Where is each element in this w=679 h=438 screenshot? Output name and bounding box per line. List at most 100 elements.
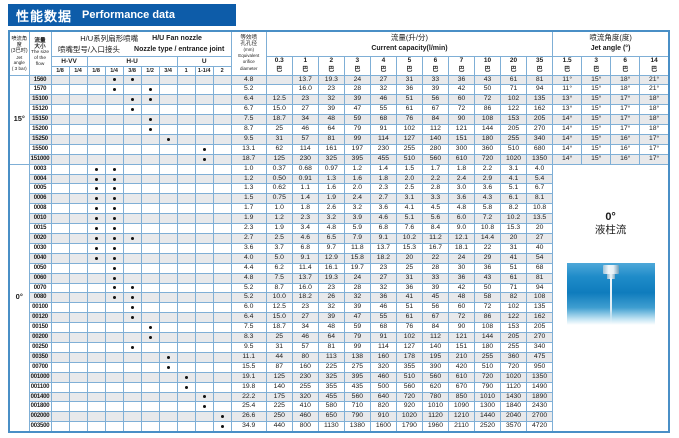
stream-degree-label: 0°: [605, 210, 616, 223]
joint-cell: [104, 401, 124, 413]
jet-angle-cell: 16°: [610, 133, 641, 145]
capacity-cell: 3.4: [291, 223, 319, 234]
joint-cell: [122, 233, 142, 244]
joint-cell: [176, 322, 196, 334]
joint-cell: [194, 282, 214, 294]
capacity-cell: 610: [447, 371, 475, 383]
pressure-header: 35 巴: [526, 55, 554, 76]
joint-cell: [122, 114, 142, 126]
joint-cell: [212, 114, 232, 126]
orifice-cell: 26.6: [230, 411, 267, 423]
capacity-cell: 87: [265, 361, 293, 373]
capacity-cell: 56: [421, 302, 449, 314]
joint-cell: [86, 124, 106, 135]
joint-cell: [50, 322, 70, 334]
jet-angle-cell: 17°: [610, 94, 641, 106]
series-header-u: U: [176, 55, 232, 67]
capacity-cell: 2.6: [317, 203, 345, 215]
flow-code-cell: 151000: [28, 153, 52, 165]
joint-cell: [212, 381, 232, 393]
capacity-cell: 84: [421, 114, 449, 126]
joint-cell: [104, 351, 124, 363]
capacity-cell: 6.5: [317, 233, 345, 244]
jet-angle-cell: 15°: [581, 133, 612, 145]
dot-marker-icon: [184, 375, 188, 379]
pressure-header: 0.3 巴: [265, 55, 293, 76]
joint-cell: [140, 114, 160, 126]
joint-cell: [50, 302, 70, 314]
joint-cell: [140, 242, 160, 254]
joint-cell: [158, 203, 178, 215]
capacity-cell: 153: [500, 114, 528, 126]
capacity-cell: 36: [369, 292, 397, 304]
orifice-cell: 7.5: [230, 114, 267, 126]
capacity-cell: 1010: [421, 401, 449, 413]
capacity-cell: 12.5: [265, 94, 293, 106]
orifice-cell: 6.7: [230, 104, 267, 116]
capacity-cell: 197: [343, 143, 371, 155]
capacity-cell: 39: [317, 104, 345, 116]
joint-cell: [158, 104, 178, 116]
capacity-cell: 32: [317, 94, 345, 106]
orifice-cell: 11.1: [230, 351, 267, 363]
flow-code-cell: 0004: [28, 173, 52, 185]
joint-cell: [104, 371, 124, 383]
table-row: 0008 1.7 1.0 1.8 2.6 3.2 3.6 4.1 4.5 4.8 5.8 8.2 10.…: [9, 203, 669, 215]
flow-code-cell: 15120: [28, 104, 52, 116]
capacity-cell: 27: [291, 312, 319, 324]
capacity-cell: 18.2: [291, 292, 319, 304]
orifice-cell: 6.4: [230, 312, 267, 324]
capacity-cell: 7.6: [395, 223, 423, 234]
joint-cell: [104, 84, 124, 96]
joint-cell: [50, 173, 70, 185]
capacity-cell: 15.3: [500, 223, 528, 234]
nozzle-group-en2: Nozzle type / entrance joint: [134, 45, 225, 53]
joint-cell: [176, 233, 196, 244]
capacity-cell: 225: [317, 361, 345, 373]
capacity-cell: 16.1: [317, 262, 345, 274]
joint-cell: [194, 153, 214, 165]
bar-unit-label: 巴: [622, 66, 629, 73]
joint-cell: [50, 312, 70, 324]
joint-cell: [176, 193, 196, 205]
joint-cell: [86, 332, 106, 343]
dot-marker-icon: [112, 88, 116, 92]
joint-cell: [212, 282, 232, 294]
jet-angle-cell: 14°: [552, 153, 583, 165]
bar-unit-label: 巴: [328, 66, 335, 73]
table-row: 001000 19.1 125 230 325 395 460 510 560 610 720 102…: [9, 371, 669, 383]
capacity-cell: 8.4: [421, 223, 449, 234]
capacity-cell: 720: [473, 371, 502, 383]
capacity-cell: 460: [369, 371, 397, 383]
joint-cell: [104, 272, 124, 284]
capacity-cell: 680: [526, 143, 554, 155]
joint-cell: [68, 163, 88, 175]
capacity-cell: 0.37: [265, 163, 293, 175]
joint-cell: [140, 153, 160, 165]
capacity-cell: 125: [265, 371, 293, 383]
joint-cell: [140, 322, 160, 334]
joint-size-header: 3/8: [122, 65, 142, 76]
joint-size-header: 1-1/4: [194, 65, 214, 76]
flow-code-cell: 15200: [28, 124, 52, 135]
capacity-cell: 27: [291, 104, 319, 116]
joint-cell: [158, 381, 178, 393]
joint-cell: [104, 74, 124, 86]
bar-unit-label: 巴: [354, 66, 361, 73]
joint-cell: [86, 262, 106, 274]
capacity-cell: 59: [343, 322, 371, 334]
joint-cell: [104, 411, 124, 423]
capacity-cell: 58: [473, 292, 502, 304]
capacity-cell: 46: [291, 332, 319, 343]
capacity-cell: 4.5: [421, 203, 449, 215]
capacity-group-cn: 流量(升/分): [390, 33, 428, 43]
dot-marker-icon: [112, 266, 116, 270]
capacity-cell: 180: [473, 341, 502, 353]
capacity-cell: 71: [500, 84, 528, 96]
joint-cell: [194, 381, 214, 393]
orifice-cell: 4.8: [230, 74, 267, 86]
dot-marker-icon: [202, 395, 206, 399]
capacity-cell: 6.7: [526, 183, 554, 195]
